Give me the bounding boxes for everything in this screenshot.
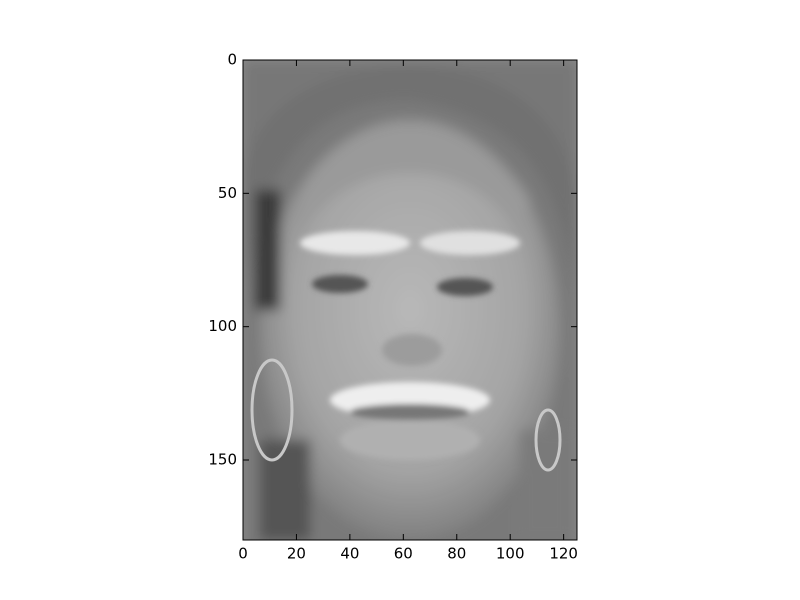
- y-tick-label: 0: [227, 51, 237, 69]
- plot-frame: [242, 59, 578, 541]
- x-tick-label: 80: [447, 545, 466, 563]
- y-tick-label: 100: [208, 317, 237, 335]
- x-tick-label: 20: [287, 545, 306, 563]
- y-tick-label: 50: [218, 184, 237, 202]
- x-tick-label: 60: [394, 545, 413, 563]
- x-tick-label: 100: [496, 545, 525, 563]
- x-tick-label: 40: [340, 545, 359, 563]
- image: [243, 60, 577, 540]
- y-tick-label: 150: [208, 451, 237, 469]
- x-tick-label: 120: [549, 545, 578, 563]
- x-tick-label: 0: [238, 545, 248, 563]
